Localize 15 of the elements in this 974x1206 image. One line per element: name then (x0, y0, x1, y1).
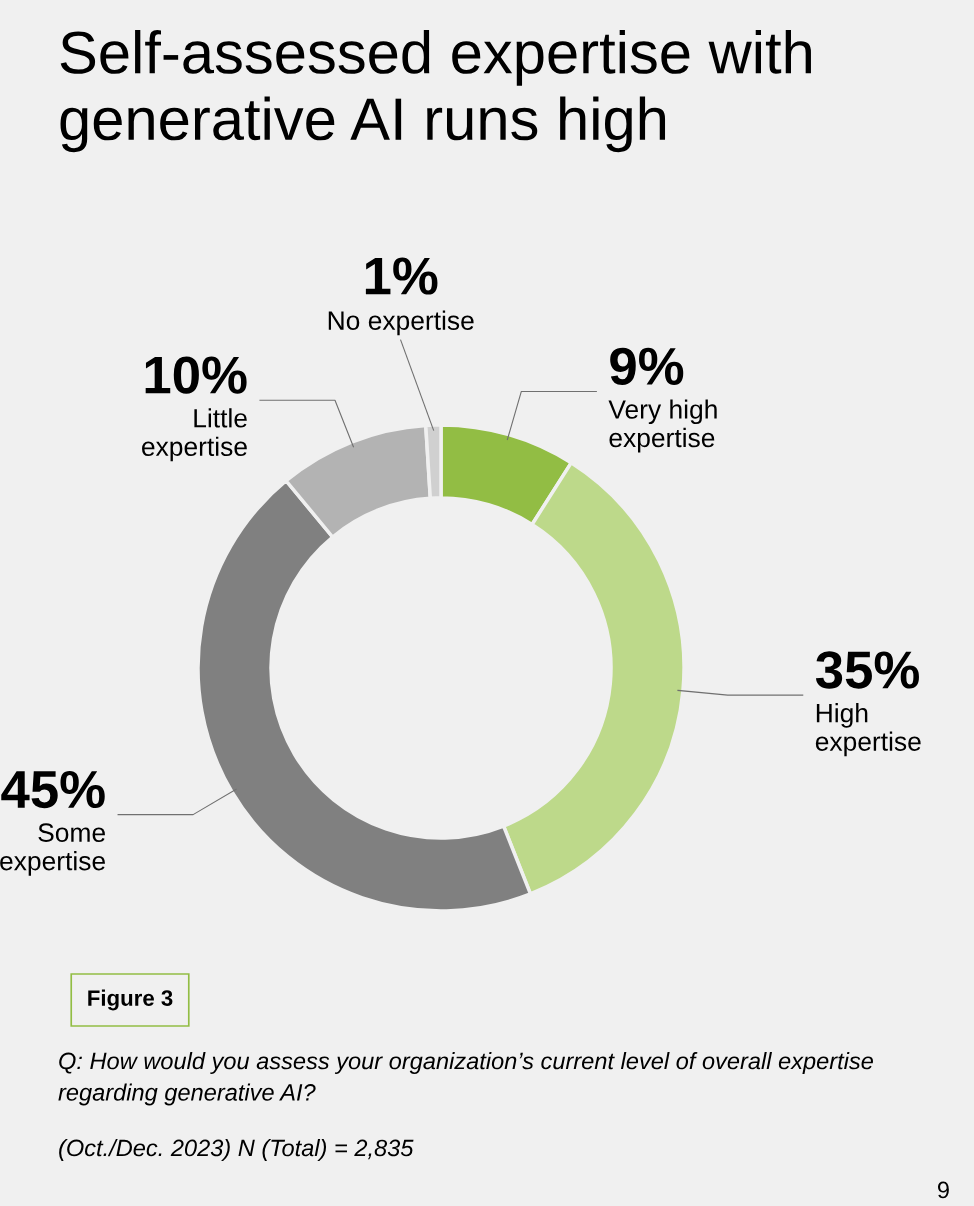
text: (Oct./Dec. 2023) N (Total) = 2,835 (59, 1138, 414, 1161)
slice-label: No expertise (328, 310, 474, 336)
data-label: 45% (1, 770, 105, 809)
text: 9 (937, 1181, 949, 1199)
data-label: 9% (610, 347, 684, 385)
slice-label: Very high expertise (608, 399, 717, 453)
caption: Figure 3 (88, 989, 173, 1011)
data-label: 10% (145, 356, 247, 394)
chart-title: Self-assessed expertise with generative AI runs high (60, 30, 811, 153)
slice-label: Some expertise (0, 823, 105, 876)
text: Q: How would you assess your organization’s current level of overall expertise regarding generative AI? (58, 1052, 873, 1106)
slice-label: Little expertise (142, 408, 247, 462)
data-label: 35% (815, 651, 919, 689)
data-label: 1% (365, 257, 438, 295)
slice-label: High expertise (815, 703, 921, 757)
